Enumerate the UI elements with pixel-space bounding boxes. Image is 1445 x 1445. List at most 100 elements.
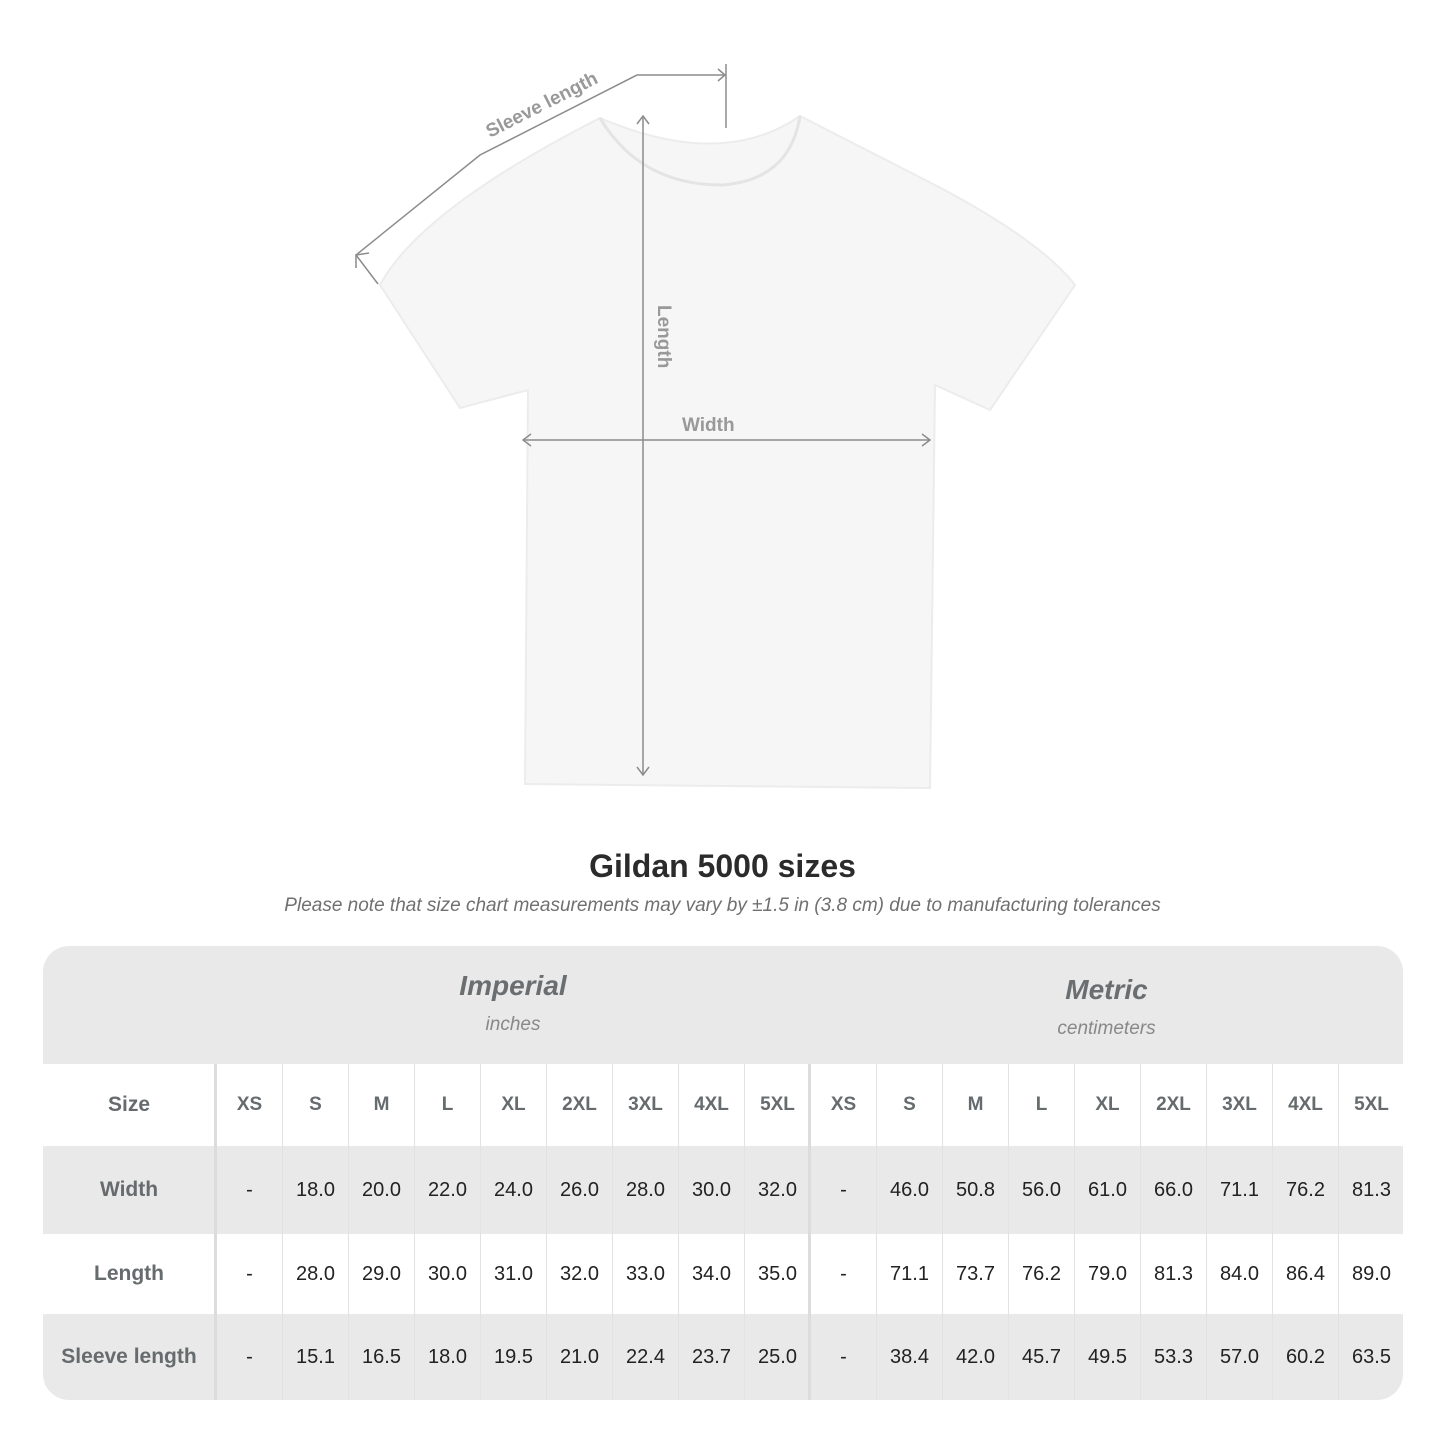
sleeve-arrow-left	[355, 252, 370, 268]
imperial-value-cell: 18.0	[414, 1314, 480, 1400]
sleeve-row-band	[43, 1314, 1403, 1400]
imperial-value-cell: 32.0	[744, 1146, 810, 1234]
imperial-value-cell: 31.0	[480, 1234, 546, 1314]
imperial-value-cell: 34.0	[678, 1234, 744, 1314]
metric-value-cell: 84.0	[1206, 1234, 1272, 1314]
imperial-value-cell: 26.0	[546, 1146, 612, 1234]
metric-size-4XL: 4XL	[1272, 1064, 1338, 1146]
row-label: Length	[94, 1262, 164, 1285]
imperial-value-cell: -	[216, 1314, 282, 1400]
imperial-value-cell: 25.0	[744, 1314, 810, 1400]
metric-value-cell: 60.2	[1272, 1314, 1338, 1400]
length-arrow-bottom	[636, 766, 650, 777]
metric-size-XS: XS	[810, 1064, 876, 1146]
metric-unit: centimeters	[1057, 1018, 1156, 1039]
length-label: Length	[653, 305, 674, 368]
metric-value-cell: 53.3	[1140, 1314, 1206, 1400]
imperial-size-2XL: 2XL	[546, 1064, 612, 1146]
imperial-value-cell: 32.0	[546, 1234, 612, 1314]
imperial-header: Imperial inches	[216, 946, 810, 1088]
imperial-value-cell: 28.0	[612, 1146, 678, 1234]
imperial-size-M: M	[348, 1064, 414, 1146]
imperial-value-cell: 21.0	[546, 1314, 612, 1400]
row-label: Width	[99, 1178, 159, 1201]
imperial-value-cell: 19.5	[480, 1314, 546, 1400]
metric-size-XL: XL	[1074, 1064, 1140, 1146]
imperial-size-XL: XL	[480, 1064, 546, 1146]
imperial-size-XS: XS	[216, 1064, 282, 1146]
metric-value-cell: 45.7	[1008, 1314, 1074, 1400]
metric-value-cell: 56.0	[1008, 1146, 1074, 1234]
metric-size-5XL: 5XL	[1338, 1064, 1403, 1146]
imperial-title: Imperial	[459, 970, 567, 1001]
imperial-value-cell: 16.5	[348, 1314, 414, 1400]
system-divider	[808, 1064, 811, 1400]
metric-value-cell: 66.0	[1140, 1146, 1206, 1234]
label-column-divider	[214, 1064, 217, 1400]
metric-size-3XL: 3XL	[1206, 1064, 1272, 1146]
metric-value-cell: 89.0	[1338, 1234, 1403, 1314]
collar	[598, 115, 802, 187]
metric-size-S: S	[876, 1064, 942, 1146]
metric-value-cell: 86.4	[1272, 1234, 1338, 1314]
imperial-value-cell: 22.4	[612, 1314, 678, 1400]
width-row-band	[43, 1146, 1403, 1234]
sleeve-length-line	[354, 74, 725, 285]
size-header-label: Size	[107, 1093, 151, 1116]
imperial-value-cell: 29.0	[348, 1234, 414, 1314]
imperial-value-cell: 33.0	[612, 1234, 678, 1314]
metric-value-cell: 42.0	[942, 1314, 1008, 1400]
metric-value-cell: 73.7	[942, 1234, 1008, 1314]
imperial-size-S: S	[282, 1064, 348, 1146]
metric-value-cell: -	[810, 1314, 876, 1400]
chart-title: Gildan 5000 sizes	[589, 848, 856, 884]
metric-value-cell: 81.3	[1338, 1146, 1403, 1234]
imperial-value-cell: 18.0	[282, 1146, 348, 1234]
metric-value-cell: 81.3	[1140, 1234, 1206, 1314]
imperial-value-cell: 35.0	[744, 1234, 810, 1314]
tshirt-diagram: Sleeve length Length Width	[354, 64, 1077, 790]
metric-value-cell: 57.0	[1206, 1314, 1272, 1400]
imperial-size-4XL: 4XL	[678, 1064, 744, 1146]
metric-value-cell: -	[810, 1146, 876, 1234]
imperial-size-L: L	[414, 1064, 480, 1146]
imperial-value-cell: 30.0	[678, 1146, 744, 1234]
metric-value-cell: 46.0	[876, 1146, 942, 1234]
metric-header: Metric centimeters	[810, 946, 1403, 1092]
imperial-value-cell: 24.0	[480, 1146, 546, 1234]
metric-value-cell: -	[810, 1234, 876, 1314]
imperial-size-5XL: 5XL	[744, 1064, 810, 1146]
header-band	[43, 946, 1403, 1064]
tshirt-image	[378, 114, 1077, 790]
metric-title: Metric	[1065, 974, 1148, 1005]
width-label: Width	[682, 415, 735, 436]
metric-value-cell: 63.5	[1338, 1314, 1403, 1400]
imperial-unit: inches	[485, 1014, 541, 1035]
metric-value-cell: 38.4	[876, 1314, 942, 1400]
imperial-size-3XL: 3XL	[612, 1064, 678, 1146]
metric-size-2XL: 2XL	[1140, 1064, 1206, 1146]
metric-value-cell: 50.8	[942, 1146, 1008, 1234]
sleeve-arrow-right	[717, 68, 727, 82]
length-arrow-top	[636, 114, 650, 125]
imperial-value-cell: -	[216, 1146, 282, 1234]
metric-value-cell: 49.5	[1074, 1314, 1140, 1400]
tolerance-note: Please note that size chart measurements…	[284, 895, 1161, 916]
metric-value-cell: 71.1	[1206, 1146, 1272, 1234]
metric-value-cell: 71.1	[876, 1234, 942, 1314]
imperial-value-cell: 15.1	[282, 1314, 348, 1400]
metric-size-M: M	[942, 1064, 1008, 1146]
metric-value-cell: 61.0	[1074, 1146, 1140, 1234]
imperial-value-cell: 28.0	[282, 1234, 348, 1314]
metric-value-cell: 76.2	[1272, 1146, 1338, 1234]
imperial-value-cell: 20.0	[348, 1146, 414, 1234]
imperial-value-cell: 23.7	[678, 1314, 744, 1400]
width-arrow-right	[921, 433, 932, 447]
imperial-value-cell: 22.0	[414, 1146, 480, 1234]
metric-size-L: L	[1008, 1064, 1074, 1146]
metric-value-cell: 79.0	[1074, 1234, 1140, 1314]
width-arrow-left	[521, 433, 532, 447]
size-table: Imperial inches Metric centimeters Size X…	[43, 946, 1403, 1400]
metric-value-cell: 76.2	[1008, 1234, 1074, 1314]
imperial-value-cell: 30.0	[414, 1234, 480, 1314]
